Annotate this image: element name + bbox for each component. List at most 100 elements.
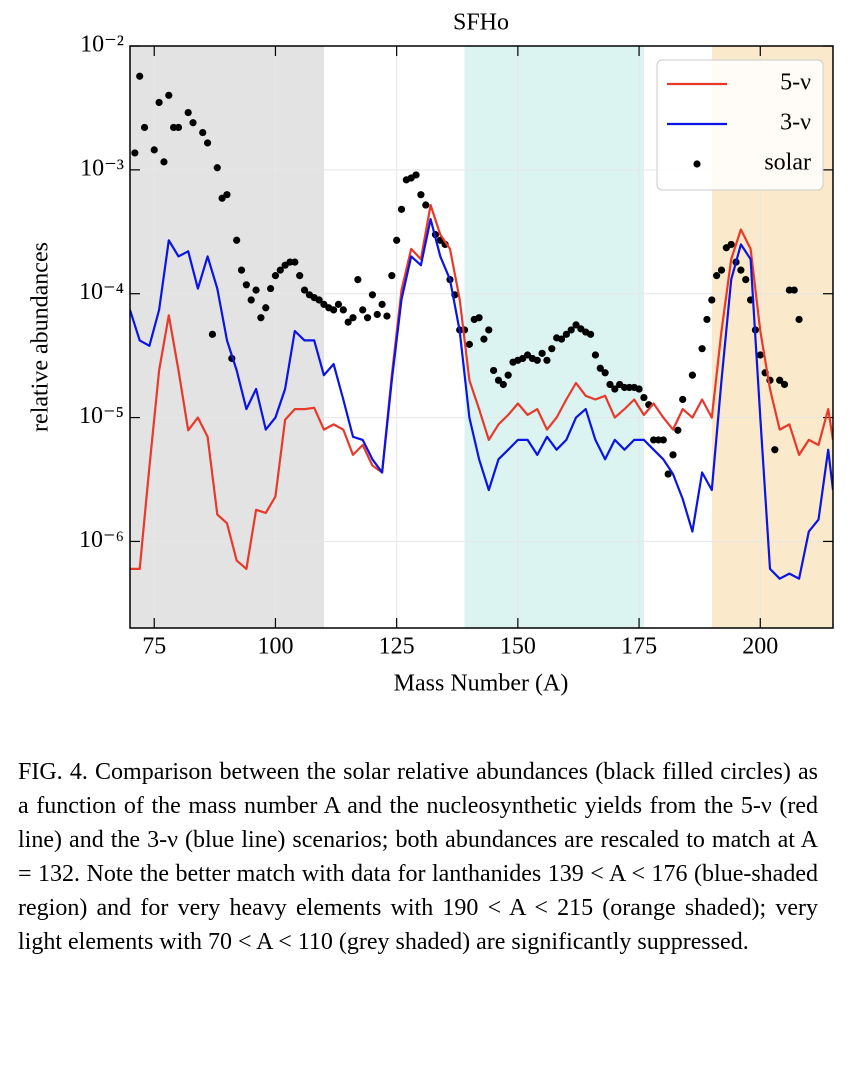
data-point: [150, 146, 158, 154]
data-point: [586, 330, 595, 338]
series-line: [130, 203, 833, 570]
data-point: [257, 314, 265, 322]
data-point: [742, 276, 750, 284]
x-tick-label: 75: [142, 634, 166, 660]
data-point: [543, 356, 551, 364]
data-point: [237, 266, 246, 274]
data-point: [674, 426, 682, 434]
data-point: [776, 376, 784, 384]
data-point: [388, 272, 396, 280]
y-axis-label: relative abundances: [28, 242, 54, 432]
data-point: [262, 304, 270, 312]
data-point: [485, 326, 493, 334]
data-point: [383, 312, 391, 320]
data-point: [393, 236, 401, 244]
data-point: [213, 164, 221, 172]
data-point: [368, 291, 377, 299]
data-point: [291, 258, 299, 266]
data-point: [703, 315, 711, 324]
legend-box: [656, 59, 824, 191]
data-point: [223, 191, 231, 199]
x-tick-label: 100: [257, 634, 293, 660]
data-point: [412, 171, 420, 179]
data-point: [538, 349, 546, 357]
x-tick-label: 150: [500, 634, 536, 660]
data-point: [572, 321, 580, 329]
data-point: [611, 385, 619, 393]
data-point: [771, 446, 779, 454]
figure-caption: FIG. 4. Comparison between the solar rel…: [18, 759, 818, 955]
y-tick-label: 10⁻²: [80, 32, 124, 58]
data-point: [184, 108, 192, 117]
data-point: [567, 326, 575, 334]
plot-frame: [129, 45, 834, 629]
data-point: [591, 351, 600, 359]
legend-marker: [693, 160, 701, 168]
data-point: [378, 300, 386, 308]
data-point: [315, 296, 323, 304]
chart-title: SFHo: [453, 10, 509, 36]
data-point: [155, 98, 163, 107]
x-tick-label: 200: [742, 634, 778, 660]
legend-label: 3-ν: [780, 110, 811, 136]
data-point: [640, 393, 648, 402]
data-point: [557, 335, 566, 343]
y-tick-label: 10⁻⁵: [79, 403, 124, 429]
data-point: [664, 470, 672, 478]
data-point: [533, 356, 541, 364]
x-tick-label: 175: [621, 634, 657, 660]
data-point: [688, 371, 697, 379]
series-line: [130, 218, 833, 580]
data-point: [679, 395, 687, 404]
data-point: [300, 286, 309, 294]
data-point: [330, 306, 338, 314]
data-point: [339, 306, 347, 314]
data-point: [708, 296, 716, 304]
legend-label: 5-ν: [780, 70, 811, 96]
data-point: [717, 266, 726, 274]
data-point: [659, 436, 667, 444]
data-point: [203, 139, 212, 147]
data-point: [296, 272, 304, 280]
data-point: [499, 380, 507, 389]
data-point: [271, 272, 280, 280]
data-point: [727, 240, 735, 249]
y-tick-label: 10⁻⁴: [79, 279, 124, 305]
data-point: [795, 315, 803, 324]
data-point: [359, 306, 367, 314]
data-point: [737, 266, 745, 274]
data-point: [480, 335, 488, 343]
data-point: [562, 330, 570, 338]
data-point: [397, 205, 406, 213]
data-point: [790, 286, 798, 294]
data-point: [596, 364, 604, 372]
data-point: [276, 266, 284, 274]
data-point: [373, 310, 381, 319]
data-point: [208, 330, 217, 338]
legend-label: solar: [764, 150, 811, 176]
data-point: [136, 72, 144, 80]
data-point: [252, 286, 260, 294]
data-point: [354, 276, 362, 284]
data-point: [713, 272, 721, 280]
data-point: [233, 236, 241, 244]
data-point: [756, 351, 764, 359]
data-point: [780, 380, 789, 389]
data-point: [199, 128, 207, 137]
data-point: [490, 366, 498, 375]
data-point: [475, 314, 483, 322]
data-point: [635, 385, 643, 393]
data-point: [247, 296, 255, 304]
data-point: [174, 123, 183, 132]
y-tick-label: 10⁻³: [80, 155, 124, 181]
data-point: [548, 345, 556, 353]
data-point: [669, 451, 677, 459]
data-point: [417, 191, 425, 199]
data-point: [422, 201, 430, 209]
data-point: [504, 371, 512, 379]
x-axis-label: Mass Number (A): [394, 671, 569, 697]
data-point: [131, 149, 139, 157]
y-tick-label: 10⁻⁶: [79, 527, 124, 553]
data-point: [242, 281, 250, 289]
